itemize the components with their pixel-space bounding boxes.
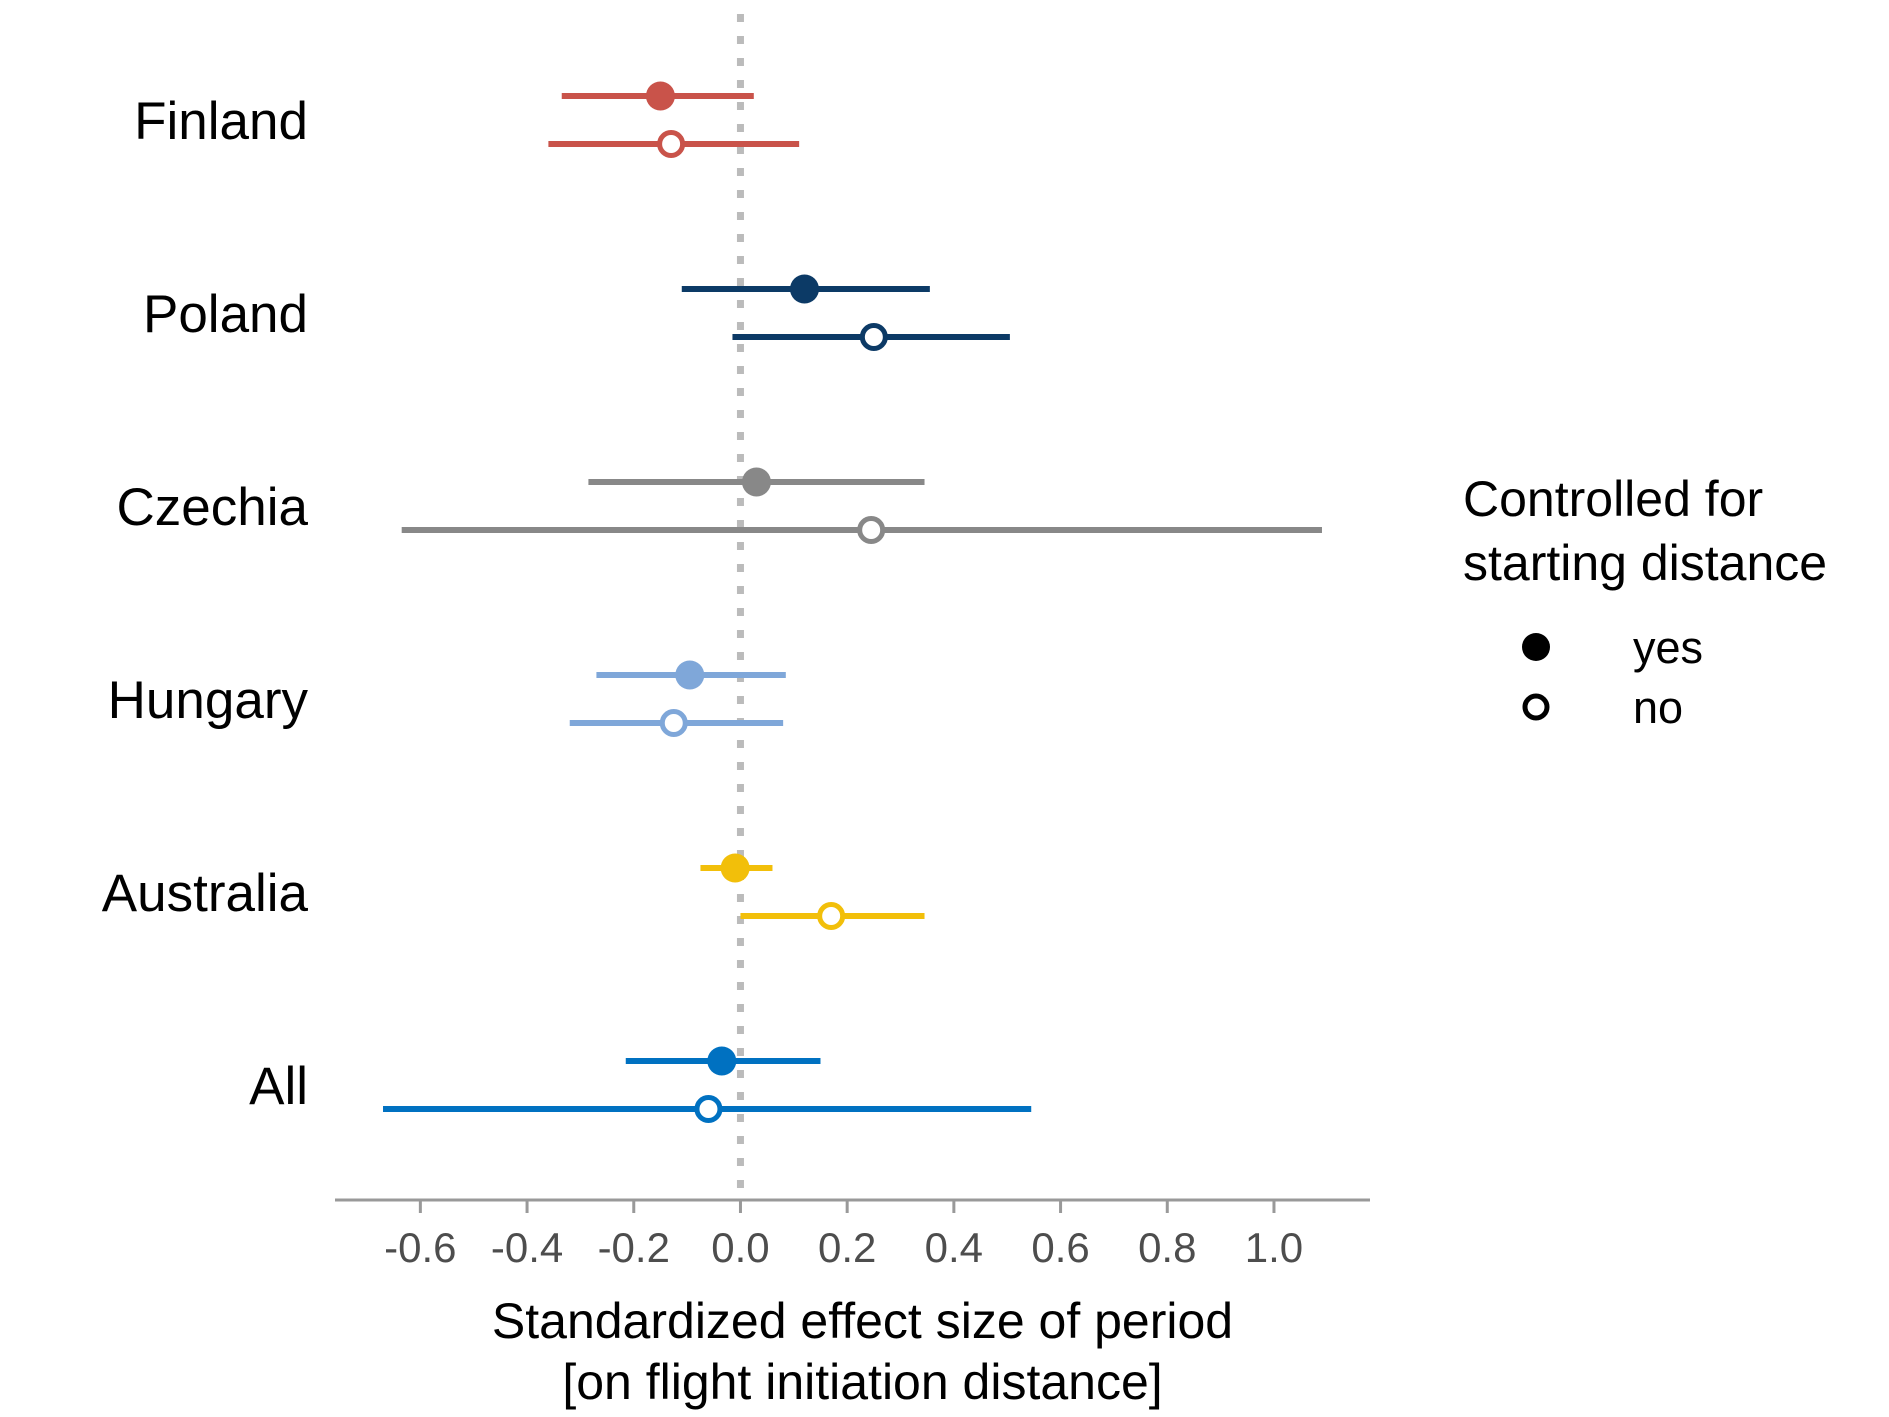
point-all-no (694, 1095, 723, 1123)
point-czechia-yes (741, 467, 771, 497)
x-tick-label: 0.2 (818, 1224, 876, 1271)
x-tick-label: 0.4 (925, 1224, 983, 1271)
category-label-all: All (249, 1057, 308, 1116)
x-tick-label: -0.6 (384, 1224, 456, 1271)
legend-label-yes: yes (1633, 622, 1703, 673)
legend-title-line1: Controlled for (1463, 471, 1763, 527)
category-labels: Finland Poland Czechia Hungary Australia All (102, 92, 309, 1116)
point-australia-no (817, 902, 846, 930)
point-finland-no (657, 130, 686, 158)
x-tick-label: 0.8 (1138, 1224, 1196, 1271)
category-label-czechia: Czechia (117, 478, 309, 537)
category-label-australia: Australia (102, 864, 309, 923)
legend-marker-yes (1522, 633, 1550, 661)
x-tick-label: -0.2 (598, 1224, 670, 1271)
category-label-poland: Poland (143, 285, 308, 344)
x-tick-label: 1.0 (1245, 1224, 1303, 1271)
category-label-hungary: Hungary (108, 671, 309, 730)
point-all-yes (707, 1046, 737, 1076)
legend: Controlled for starting distance yes no (1463, 471, 1827, 733)
legend-marker-no (1522, 693, 1550, 721)
point-poland-yes (789, 274, 819, 304)
point-finland-yes (645, 81, 675, 111)
point-czechia-no (857, 516, 886, 544)
point-hungary-no (659, 709, 688, 737)
x-tick-label: 0.0 (711, 1224, 769, 1271)
legend-label-no: no (1633, 682, 1683, 733)
x-tick-label: 0.6 (1031, 1224, 1089, 1271)
x-tick-label: -0.4 (491, 1224, 563, 1271)
point-hungary-yes (675, 660, 705, 690)
x-axis-title-line1: Standardized effect size of period (492, 1293, 1233, 1349)
point-poland-no (859, 323, 888, 351)
legend-title-line2: starting distance (1463, 535, 1827, 591)
x-axis: -0.6 -0.4 -0.2 0.0 0.2 0.4 0.6 0.8 1.0 Standardi… (335, 1198, 1370, 1410)
plot-area: Finland Poland Czechia Hungary Australia All (102, 14, 1322, 1196)
category-label-finland: Finland (134, 92, 308, 151)
point-australia-yes (720, 853, 750, 883)
x-axis-title-line2: [on flight initiation distance] (562, 1354, 1162, 1410)
x-ticks: -0.6 -0.4 -0.2 0.0 0.2 0.4 0.6 0.8 1.0 (384, 1200, 1303, 1271)
data-marks (383, 81, 1322, 1123)
legend-entries: yes no (1522, 622, 1703, 733)
